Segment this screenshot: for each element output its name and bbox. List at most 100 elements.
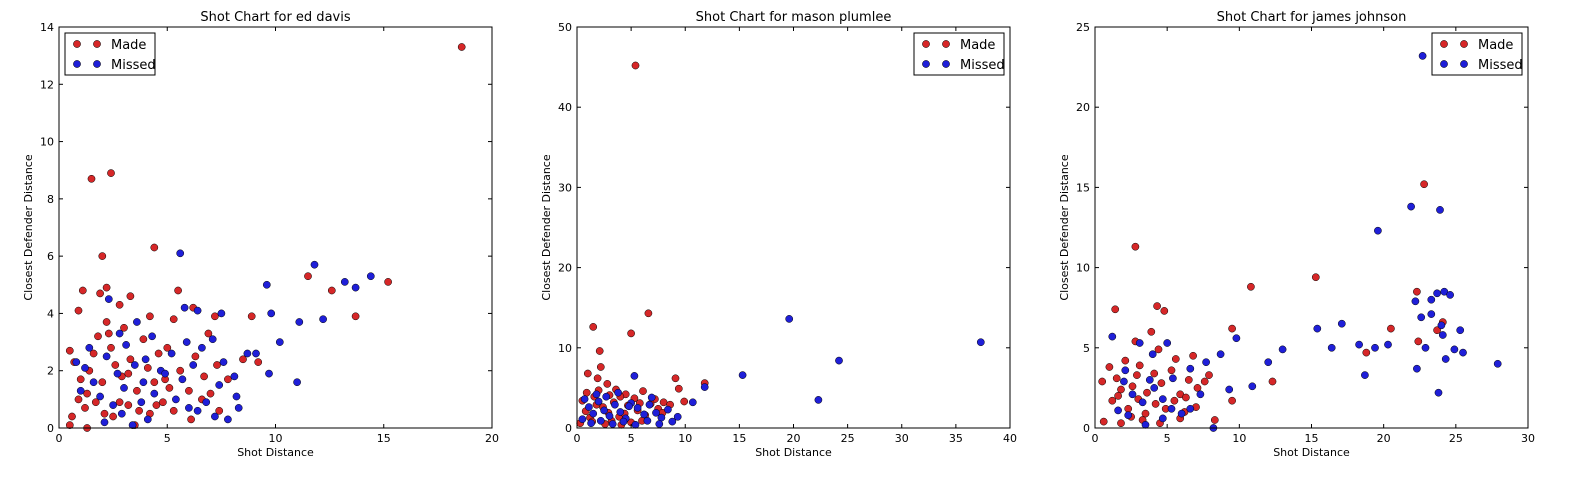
data-point-missed (211, 412, 219, 421)
data-point-made (150, 378, 159, 387)
data-point-made (165, 384, 174, 392)
data-point-made (327, 286, 336, 295)
y-axis-label: Closest Defender Distance (540, 154, 553, 300)
data-point-made (1150, 369, 1159, 378)
data-point-missed (835, 356, 843, 365)
x-tick-label: 15 (1305, 432, 1319, 445)
legend-label-missed: Missed (960, 58, 1005, 73)
y-tick-label: 0 (1083, 422, 1090, 435)
legend-label-made: Made (960, 38, 995, 53)
data-point-made (191, 352, 200, 361)
data-point-missed (614, 388, 622, 397)
data-point-made (68, 412, 76, 421)
data-point-missed (161, 369, 169, 378)
data-point-missed (128, 421, 137, 429)
data-point-made (680, 397, 689, 406)
y-axis-label: Closest Defender Distance (22, 154, 35, 300)
data-point-missed (96, 392, 104, 401)
data-point-missed (189, 361, 198, 369)
data-point-made (89, 349, 98, 358)
data-point-made (81, 404, 89, 412)
data-point-missed (1441, 355, 1450, 363)
data-point-missed (1148, 350, 1157, 359)
data-point-made (1247, 282, 1255, 291)
data-point-missed (631, 420, 640, 429)
x-tick-label: 20 (1377, 432, 1391, 445)
legend-label-missed: Missed (111, 58, 156, 73)
data-point-made (247, 312, 256, 321)
legend-marker-missed (922, 60, 930, 68)
data-point-missed (85, 343, 94, 352)
data-point-made (169, 315, 178, 324)
data-point-made (96, 289, 104, 298)
y-axis-label: Closest Defender Distance (1058, 154, 1071, 300)
data-point-missed (592, 390, 601, 399)
data-point-missed (1138, 398, 1147, 407)
data-point-missed (619, 417, 628, 426)
data-point-missed (1434, 388, 1443, 397)
data-point-missed (185, 404, 193, 412)
data-point-made (674, 384, 683, 393)
x-tick-label: 20 (787, 432, 801, 445)
data-point-made (74, 395, 83, 404)
x-tick-label: 0 (56, 432, 63, 445)
data-point-missed (1374, 226, 1382, 235)
legend: Made Missed (913, 32, 1005, 76)
data-point-made (1128, 382, 1137, 391)
data-point-missed (1436, 206, 1444, 214)
data-point-missed (243, 349, 252, 358)
data-point-missed (176, 249, 185, 258)
y-tick-label: 20 (558, 262, 572, 275)
data-point-missed (115, 329, 124, 338)
data-point-missed (234, 404, 243, 412)
data-point-made (224, 375, 232, 384)
data-point-missed (976, 338, 985, 347)
data-point-made (107, 343, 115, 352)
y-tick-label: 50 (558, 21, 572, 34)
data-point-made (124, 401, 133, 409)
y-tick-label: 15 (1076, 181, 1090, 194)
data-point-missed (594, 397, 603, 406)
y-tick-label: 0 (565, 422, 572, 435)
data-point-made (1133, 371, 1141, 379)
data-point-missed (664, 405, 672, 414)
data-point-missed (700, 383, 709, 391)
data-point-made (107, 169, 115, 177)
data-point-missed (117, 409, 126, 418)
data-point-made (1117, 385, 1125, 394)
data-point-missed (1121, 366, 1130, 375)
data-point-made (351, 312, 360, 321)
data-point-missed (193, 406, 202, 415)
data-point-made (627, 329, 635, 338)
data-point-made (1124, 404, 1133, 413)
data-point-missed (224, 415, 232, 424)
data-point-made (1414, 337, 1423, 346)
legend-marker-made (1440, 40, 1448, 48)
series-missed (72, 249, 375, 429)
chart-title: Shot Chart for ed davis (200, 10, 350, 25)
data-point-missed (1135, 339, 1144, 347)
data-point-missed (1411, 297, 1420, 306)
data-point-made (159, 398, 167, 407)
data-point-made (143, 364, 152, 372)
series-made (65, 43, 466, 432)
data-point-made (1184, 376, 1193, 384)
data-point-missed (275, 338, 284, 346)
data-point-made (111, 361, 120, 369)
data-point-missed (657, 413, 666, 422)
data-point-missed (668, 417, 677, 426)
legend-label-made: Made (111, 38, 146, 53)
data-point-made (133, 386, 141, 395)
data-point-missed (182, 338, 191, 346)
data-point-missed (178, 375, 187, 384)
chart-panel-3: 0 5 10 15 20 25 30 0 5 10 15 20 25 Shot Chart for jam… (1058, 10, 1535, 459)
x-tick-label: 25 (841, 432, 855, 445)
data-point-made (98, 378, 107, 387)
x-tick-label: 30 (1521, 432, 1535, 445)
data-point-made (74, 306, 83, 315)
x-tick-label: 30 (895, 432, 909, 445)
data-point-made (1205, 371, 1213, 379)
data-point-missed (139, 378, 148, 387)
data-point-made (120, 323, 128, 332)
data-point-missed (1158, 414, 1167, 423)
